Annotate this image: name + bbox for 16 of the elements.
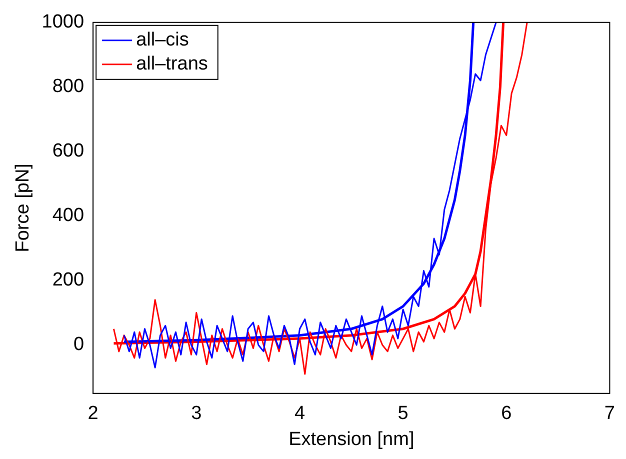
y-tick-label: 600 (52, 140, 84, 162)
legend-label: all–trans (136, 54, 208, 75)
y-tick-label: 800 (52, 76, 84, 98)
y-axis-title: Force [pN] (12, 164, 34, 252)
y-tick-label: 400 (52, 205, 84, 226)
y-tick-label: 200 (52, 270, 84, 291)
x-tick-label: 2 (88, 403, 98, 424)
x-axis-title: Extension [nm] (288, 428, 414, 450)
legend-label: all–cis (136, 30, 189, 51)
x-tick-label: 5 (398, 403, 408, 424)
x-tick-label: 6 (501, 403, 512, 424)
x-tick-label: 4 (294, 403, 306, 424)
x-tick-label: 3 (191, 403, 202, 424)
y-tick-label: 1000 (42, 12, 84, 33)
y-tick-label: 0 (73, 334, 84, 356)
x-tick-label: 7 (604, 403, 616, 424)
